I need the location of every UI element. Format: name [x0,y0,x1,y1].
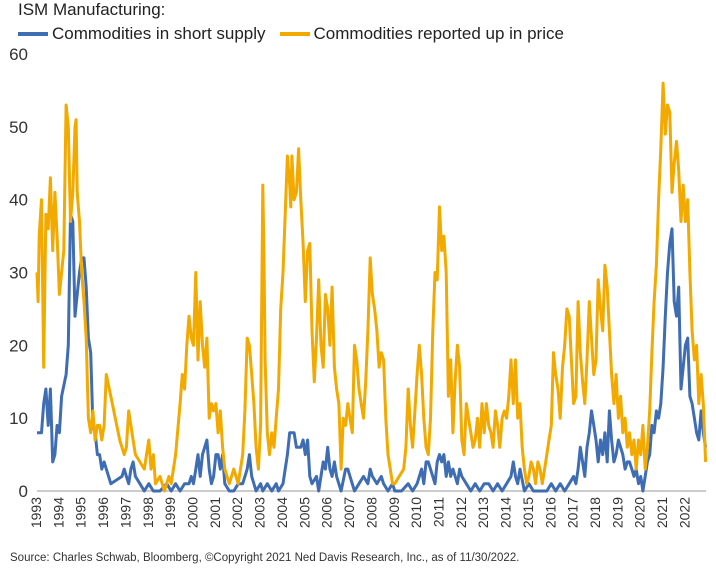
x-tick-label: 2013 [475,497,491,528]
series-layer [35,81,708,493]
x-tick-label: 2007 [341,497,357,528]
series-line-short-supply [37,212,708,493]
x-tick-label: 2008 [363,497,379,528]
x-tick-label: 2022 [676,497,692,528]
x-tick-label: 2010 [408,497,424,528]
y-tick-label: 30 [9,264,28,283]
legend-label-short-supply: Commodities in short supply [52,24,266,43]
x-axis: 1993 1994 1995 1996 1997 1998 1999 2000 2001 2002… [28,490,706,528]
x-tick-label: 2012 [453,497,469,528]
x-tick-label: 2006 [319,497,335,528]
x-tick-label: 2017 [565,497,581,528]
x-tick-label: 1995 [73,497,89,528]
x-tick-label: 2001 [207,497,223,528]
x-tick-label: 2011 [430,497,446,527]
x-tick-label: 2015 [520,497,536,528]
y-tick-label: 40 [9,191,28,210]
y-tick-label: 0 [19,482,28,501]
y-tick-label: 60 [9,45,28,64]
x-tick-label: 1993 [28,497,44,528]
x-tick-label: 2014 [498,497,514,528]
y-axis: 0 10 20 30 40 50 60 [9,45,28,501]
y-tick-label: 50 [9,118,28,137]
x-tick-label: 2000 [185,497,201,528]
x-tick-label: 1999 [162,497,178,528]
x-tick-label: 1994 [50,497,66,528]
x-tick-label: 2020 [632,497,648,528]
x-tick-label: 2009 [386,497,402,528]
x-tick-label: 2004 [274,497,290,528]
x-tick-label: 2003 [252,497,268,528]
x-tick-label: 2005 [296,497,312,528]
y-tick-label: 20 [9,336,28,355]
x-tick-label: 2002 [229,497,245,528]
legend-label-up-in-price: Commodities reported up in price [313,24,564,43]
x-tick-label: 2018 [587,497,603,528]
legend-item-short-supply: Commodities in short supply [18,24,266,44]
x-tick-label: 2016 [542,497,558,528]
chart-title: ISM Manufacturing: [18,0,166,19]
x-tick-label: 2019 [609,497,625,528]
source-note: Source: Charles Schwab, Bloomberg, ©Copy… [10,552,520,564]
legend-swatch-short-supply [18,32,48,36]
legend-item-up-in-price: Commodities reported up in price [279,24,564,44]
chart-legend: Commodities in short supply Commodities … [18,24,578,44]
legend-swatch-up-in-price [279,32,310,36]
x-tick-label: 1998 [140,497,156,528]
x-tick-label: 1996 [95,497,111,528]
series-line-up-in-price [35,81,708,493]
y-tick-label: 10 [9,409,28,428]
x-tick-label: 2021 [654,497,670,528]
x-tick-label: 1997 [117,497,133,528]
